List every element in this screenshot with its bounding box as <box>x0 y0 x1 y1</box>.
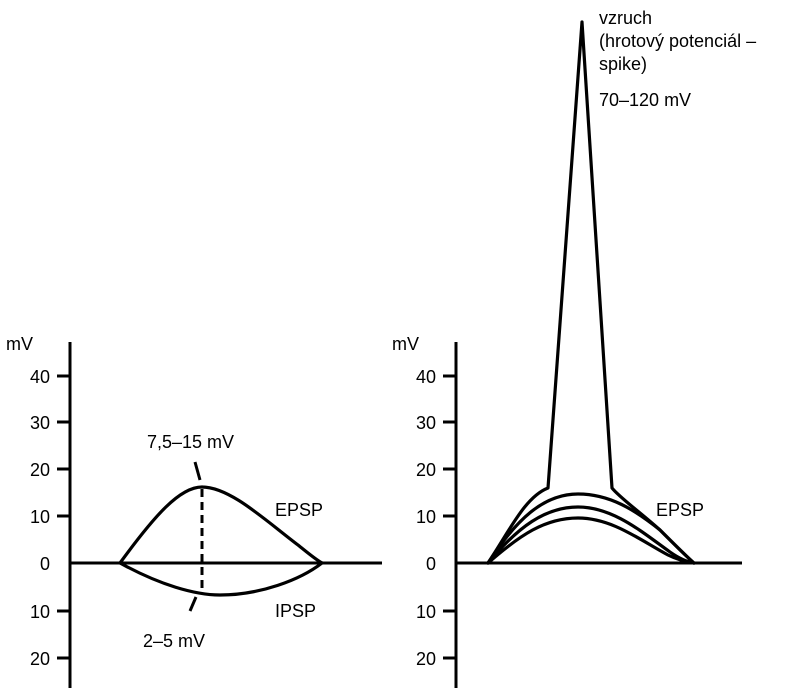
left-y-axis-label: mV <box>6 334 33 354</box>
left-tick-label: 0 <box>40 554 50 574</box>
right-tick-label: 20 <box>416 460 436 480</box>
left-tick-label: 20 <box>30 460 50 480</box>
right-tick-label: 20 <box>416 649 436 669</box>
right-tick-label: 0 <box>426 554 436 574</box>
left-epsp-label: EPSP <box>275 500 323 520</box>
right-panel: mV 40 30 20 10 0 10 20 EPSP vzruch (hrot… <box>392 8 756 688</box>
left-tick-label: 30 <box>30 413 50 433</box>
left-epsp-curve <box>118 485 324 565</box>
left-panel: mV 40 30 20 10 0 10 20 7,5–15 mV 2–5 mV … <box>6 334 382 688</box>
spike-label-line-1: vzruch <box>599 8 652 28</box>
left-ipsp-range-label: 2–5 mV <box>143 631 205 651</box>
right-tick-label: 10 <box>416 602 436 622</box>
right-y-ticks: 40 30 20 10 0 10 20 <box>416 367 456 669</box>
spike-label-line-3: spike) <box>599 54 647 74</box>
left-tick-label: 40 <box>30 367 50 387</box>
left-ipsp-range-leader <box>188 596 198 612</box>
right-tick-label: 10 <box>416 507 436 527</box>
right-spike-curve <box>486 20 696 565</box>
right-y-axis-label: mV <box>392 334 419 354</box>
left-y-ticks: 40 30 20 10 0 10 20 <box>30 367 70 669</box>
right-tick-label: 40 <box>416 367 436 387</box>
left-tick-label: 20 <box>30 649 50 669</box>
left-tick-label: 10 <box>30 507 50 527</box>
spike-label-line-2: (hrotový potenciál – <box>599 31 756 51</box>
left-epsp-range-label: 7,5–15 mV <box>147 432 234 452</box>
right-tick-label: 30 <box>416 413 436 433</box>
left-ipsp-label: IPSP <box>275 601 316 621</box>
left-epsp-range-leader <box>193 461 202 481</box>
left-ipsp-curve <box>118 561 324 597</box>
right-epsp-curve-2 <box>486 505 696 565</box>
spike-label-line-4: 70–120 mV <box>599 90 691 110</box>
right-epsp-label: EPSP <box>656 500 704 520</box>
left-tick-label: 10 <box>30 602 50 622</box>
right-epsp-curve-1 <box>486 516 696 565</box>
